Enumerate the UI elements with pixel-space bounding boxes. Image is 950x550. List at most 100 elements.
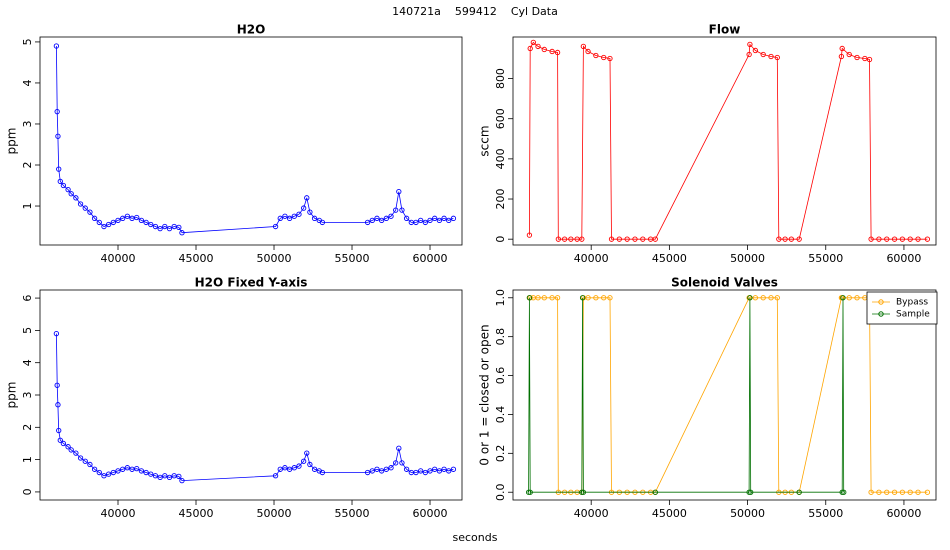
y-tick-label: 600 — [494, 108, 507, 129]
data-point — [388, 465, 394, 471]
data-point — [907, 236, 913, 242]
data-point — [747, 295, 753, 301]
data-point — [616, 236, 622, 242]
data-point — [422, 469, 428, 476]
y-tick-label: 3 — [21, 392, 34, 399]
x-tick-label: 50000 — [730, 507, 765, 520]
y-tick-label: 0.8 — [494, 328, 507, 346]
data-point — [179, 477, 185, 484]
data-point — [91, 215, 98, 221]
data-point — [796, 236, 802, 242]
data-point — [57, 437, 63, 443]
data-point — [91, 466, 98, 472]
data-point — [134, 214, 140, 221]
data-point — [369, 217, 375, 224]
data-point — [53, 330, 60, 337]
data-point — [319, 219, 326, 226]
data-point — [383, 215, 389, 221]
data-point — [403, 215, 410, 221]
data-point — [393, 207, 399, 213]
data-point — [526, 232, 533, 238]
data-point — [579, 489, 585, 495]
data-point — [364, 469, 371, 476]
data-point — [138, 468, 145, 474]
data-point — [96, 469, 102, 476]
data-point — [527, 45, 533, 52]
y-tick-label: 1 — [21, 203, 34, 210]
series-line — [56, 333, 454, 482]
x-tick-label: 60000 — [886, 252, 921, 265]
data-point — [899, 489, 906, 495]
data-point — [291, 465, 297, 471]
data-point — [157, 474, 163, 481]
data-point — [924, 236, 931, 242]
data-point — [593, 295, 599, 301]
data-point — [374, 215, 380, 221]
y-tick-label: 1 — [21, 456, 34, 463]
data-point — [846, 295, 852, 301]
data-point — [747, 41, 753, 48]
data-point — [60, 182, 67, 189]
data-point — [915, 489, 921, 495]
data-point — [525, 489, 532, 495]
data-point — [884, 489, 890, 495]
data-point — [436, 468, 443, 474]
data-point — [87, 209, 93, 215]
data-point — [304, 450, 310, 456]
x-tick-label: 45000 — [179, 252, 214, 265]
data-point — [162, 473, 168, 479]
data-point — [53, 43, 60, 49]
data-point — [311, 466, 318, 472]
x-tick-label: 40000 — [101, 507, 136, 520]
legend-label: Bypass — [896, 298, 928, 308]
legend-marker — [878, 299, 884, 305]
data-point — [866, 56, 873, 63]
data-point — [632, 236, 638, 242]
x-tick-label: 45000 — [652, 507, 687, 520]
data-point — [624, 236, 630, 242]
data-point — [868, 489, 874, 495]
y-tick-label: 2 — [21, 424, 34, 431]
data-point — [768, 295, 774, 301]
data-point — [277, 215, 283, 221]
data-point — [530, 39, 536, 46]
data-point — [73, 450, 79, 456]
data-point — [77, 455, 84, 461]
data-point — [396, 189, 402, 195]
data-point — [301, 458, 307, 464]
data-point — [839, 45, 845, 52]
data-point — [585, 48, 591, 55]
data-point — [101, 473, 107, 479]
data-point — [601, 54, 607, 61]
data-point — [580, 489, 587, 495]
data-point — [776, 236, 782, 242]
data-point — [746, 489, 752, 495]
data-point — [768, 53, 774, 60]
data-point — [535, 43, 541, 50]
data-point — [374, 466, 380, 472]
data-point — [311, 215, 318, 221]
data-point — [862, 55, 868, 62]
data-point — [561, 236, 568, 242]
data-point — [527, 489, 533, 495]
data-point — [152, 223, 159, 230]
data-point — [105, 221, 112, 228]
data-point — [432, 215, 438, 221]
data-point — [446, 468, 452, 474]
data-point — [56, 427, 62, 434]
data-point — [68, 191, 74, 197]
data-point — [891, 489, 898, 495]
data-point — [746, 51, 752, 58]
y-tick-label: 2 — [21, 162, 34, 169]
data-point — [272, 223, 279, 230]
data-point — [541, 46, 547, 53]
data-point — [282, 465, 288, 471]
data-point — [413, 219, 419, 226]
data-point — [436, 217, 443, 224]
data-point — [143, 469, 149, 476]
data-point — [526, 295, 533, 301]
y-tick-label: 1.0 — [494, 289, 507, 307]
plot-box — [39, 289, 463, 501]
panel-title: Solenoid Valves — [671, 276, 778, 290]
